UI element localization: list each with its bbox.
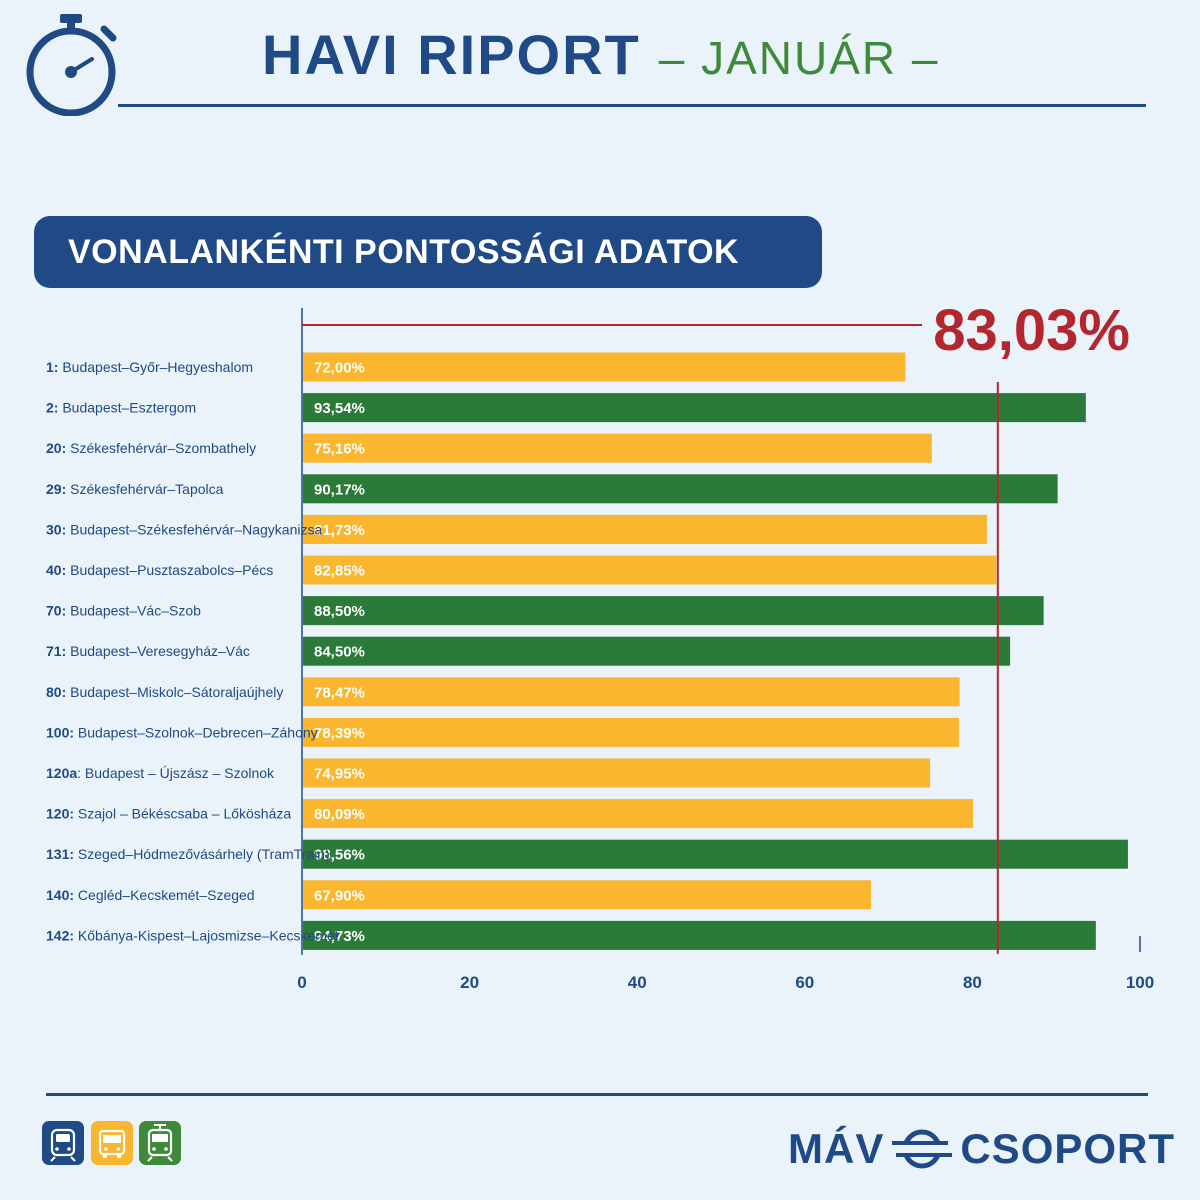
line-name: Budapest–Székesfehérvár–Nagykanizsa [66, 521, 322, 537]
bar-value-label: 78,47% [314, 684, 365, 701]
bar-value-label: 82,85% [314, 563, 365, 580]
line-name: Székesfehérvár–Tapolca [66, 481, 223, 497]
bar-value-label: 84,50% [314, 644, 365, 661]
brand-right: CSOPORT [960, 1125, 1176, 1172]
bar [303, 677, 960, 707]
line-name: Budapest–Esztergom [58, 400, 196, 416]
bar-value-label: 80,09% [314, 806, 365, 823]
line-name: Budapest–Miskolc–Sátoraljaújhely [66, 684, 283, 700]
line-name: : Budapest – Újszász – Szolnok [77, 765, 275, 781]
bar [303, 717, 959, 747]
bar [303, 920, 1096, 950]
bar [303, 880, 872, 910]
brand-left: MÁV [788, 1125, 885, 1172]
category-label: 120: Szajol – Békéscsaba – Lőkösháza [46, 806, 291, 822]
category-label: 140: Cegléd–Kecskemét–Szeged [46, 887, 255, 903]
line-number: 71: [46, 643, 66, 659]
line-number: 2: [46, 400, 58, 416]
mav-wings-icon [890, 1129, 955, 1169]
line-number: 1: [46, 359, 58, 375]
line-name: Cegléd–Kecskemét–Szeged [74, 887, 255, 903]
line-name: Budapest–Pusztaszabolcs–Pécs [66, 562, 273, 578]
line-name: Szeged–Hódmezővásárhely (TramTrain) [74, 846, 330, 862]
line-name: Szajol – Békéscsaba – Lőkösháza [74, 806, 291, 822]
x-tick-label: 100 [1126, 973, 1154, 992]
category-label: 2: Budapest–Esztergom [46, 400, 196, 416]
bar [303, 555, 997, 585]
bar [303, 433, 932, 463]
x-tick-label: 20 [460, 973, 479, 992]
category-label: 131: Szeged–Hódmezővásárhely (TramTrain) [46, 846, 330, 862]
x-tick-label: 0 [297, 973, 306, 992]
bar-value-label: 90,17% [314, 481, 365, 498]
line-number: 80: [46, 684, 66, 700]
bar-value-label: 72,00% [314, 360, 365, 377]
line-name: Budapest–Vác–Szob [66, 603, 201, 619]
bar-value-label: 93,54% [314, 400, 365, 417]
bar-value-label: 98,56% [314, 847, 365, 864]
category-label: 1: Budapest–Győr–Hegyeshalom [46, 359, 253, 375]
section-title: VONALANKÉNTI PONTOSSÁGI ADATOK [68, 232, 740, 271]
line-name: Budapest–Szolnok–Debrecen–Záhony [74, 724, 318, 740]
bar-value-label: 81,73% [314, 522, 365, 539]
line-name: Budapest–Veresegyház–Vác [66, 643, 250, 659]
line-number: 30: [46, 521, 66, 537]
line-number: 131: [46, 846, 74, 862]
category-label: 29: Székesfehérvár–Tapolca [46, 481, 224, 497]
category-label: 120a: Budapest – Újszász – Szolnok [46, 765, 275, 781]
bar-value-label: 75,16% [314, 441, 365, 458]
average-value-label: 83,03% [933, 298, 1130, 363]
bar-value-label: 94,73% [314, 928, 365, 945]
section-banner: VONALANKÉNTI PONTOSSÁGI ADATOK [34, 216, 822, 288]
bar [303, 393, 1086, 423]
line-number: 20: [46, 440, 66, 456]
bar [303, 758, 931, 788]
line-number: 70: [46, 603, 66, 619]
train-icon [42, 1121, 84, 1165]
bar-value-label: 88,50% [314, 603, 365, 620]
x-tick-label: 60 [795, 973, 814, 992]
bar [303, 352, 906, 382]
bar [303, 799, 974, 829]
line-number: 29: [46, 481, 66, 497]
bar [303, 839, 1128, 869]
bar [303, 636, 1011, 666]
line-name: Kőbánya-Kispest–Lajosmizse–Kecskemét [74, 927, 339, 943]
category-label: 71: Budapest–Veresegyház–Vác [46, 643, 250, 659]
header-divider [118, 104, 1146, 107]
bar [303, 514, 987, 544]
category-label: 30: Budapest–Székesfehérvár–Nagykanizsa [46, 521, 322, 537]
bar-value-label: 67,90% [314, 887, 365, 904]
x-tick-label: 40 [628, 973, 647, 992]
bar [303, 596, 1044, 626]
line-number: 100: [46, 724, 74, 740]
line-name: Budapest–Győr–Hegyeshalom [58, 359, 253, 375]
mav-csoport-logo: MÁV CSOPORT [788, 1124, 1175, 1174]
report-title: HAVI RIPORT [262, 23, 641, 86]
bus-icon [91, 1121, 133, 1165]
line-number: 120: [46, 806, 74, 822]
line-number: 140: [46, 887, 74, 903]
category-label: 80: Budapest–Miskolc–Sátoraljaújhely [46, 684, 283, 700]
report-month: – JANUÁR – [658, 32, 940, 84]
category-label: 100: Budapest–Szolnok–Debrecen–Záhony [46, 724, 318, 740]
category-label: 20: Székesfehérvár–Szombathely [46, 440, 256, 456]
category-label: 142: Kőbánya-Kispest–Lajosmizse–Kecskemé… [46, 927, 339, 943]
line-number: 120a [46, 765, 77, 781]
line-name: Székesfehérvár–Szombathely [66, 440, 256, 456]
category-label: 40: Budapest–Pusztaszabolcs–Pécs [46, 562, 273, 578]
bar-value-label: 78,39% [314, 725, 365, 742]
bar-value-label: 74,95% [314, 766, 365, 783]
page-title: HAVI RIPORT – JANUÁR – [262, 22, 940, 86]
category-label: 70: Budapest–Vác–Szob [46, 603, 201, 619]
tram-train-icon [139, 1121, 181, 1165]
x-tick-label: 80 [963, 973, 982, 992]
footer-divider [46, 1093, 1148, 1096]
punctuality-bar-chart: 72,00% 1: Budapest–Győr–Hegyeshalom 93,54%… [46, 298, 1154, 992]
bar [303, 474, 1058, 504]
stopwatch-icon [20, 10, 124, 121]
line-number: 142: [46, 927, 74, 943]
line-number: 40: [46, 562, 66, 578]
